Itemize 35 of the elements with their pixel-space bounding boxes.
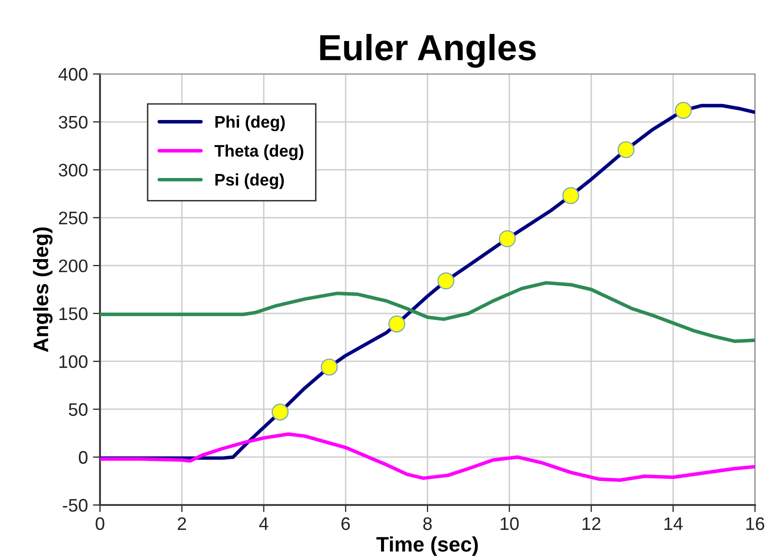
y-tick-label: 400	[58, 68, 88, 81]
chart-title: Euler Angles	[320, 34, 536, 68]
y-tick-label: -50	[62, 498, 88, 512]
x-tick-label: 4	[259, 517, 268, 530]
x-tick-label: 14	[664, 517, 683, 530]
x-tick-label: 8	[423, 517, 432, 530]
point	[562, 187, 580, 204]
x-tick-label: 12	[582, 517, 600, 530]
legend-label: Theta (deg)	[214, 144, 304, 160]
y-tick-label: 150	[59, 307, 88, 320]
point	[388, 316, 406, 332]
y-tick-label: 250	[58, 212, 88, 224]
point	[320, 358, 338, 376]
y-axis-title: Angles (deg)	[33, 227, 53, 352]
point	[674, 102, 692, 119]
y-tick-label: 200	[58, 259, 88, 272]
y-tick-label: 300	[58, 164, 88, 176]
y-tick-label: 350	[58, 116, 88, 129]
point	[498, 230, 516, 248]
x-tick-label: 16	[746, 517, 764, 530]
x-tick-label: 10	[500, 517, 519, 530]
point	[618, 141, 635, 158]
y-tick-label: 100	[59, 355, 88, 368]
y-tick-label: 0	[78, 451, 88, 464]
x-tick-label: 6	[342, 517, 350, 530]
y-tick-label: 50	[68, 403, 88, 416]
point	[272, 404, 289, 421]
legend-label: Phi (deg)	[215, 116, 285, 132]
x-tick-label: 0	[96, 517, 104, 530]
legend-label: Psi (deg)	[215, 173, 284, 190]
x-axis-title: Time (sec)	[376, 536, 478, 556]
line-series	[100, 432, 755, 482]
point	[437, 272, 454, 290]
line-series	[100, 281, 755, 343]
x-tick-label: 2	[178, 517, 186, 530]
